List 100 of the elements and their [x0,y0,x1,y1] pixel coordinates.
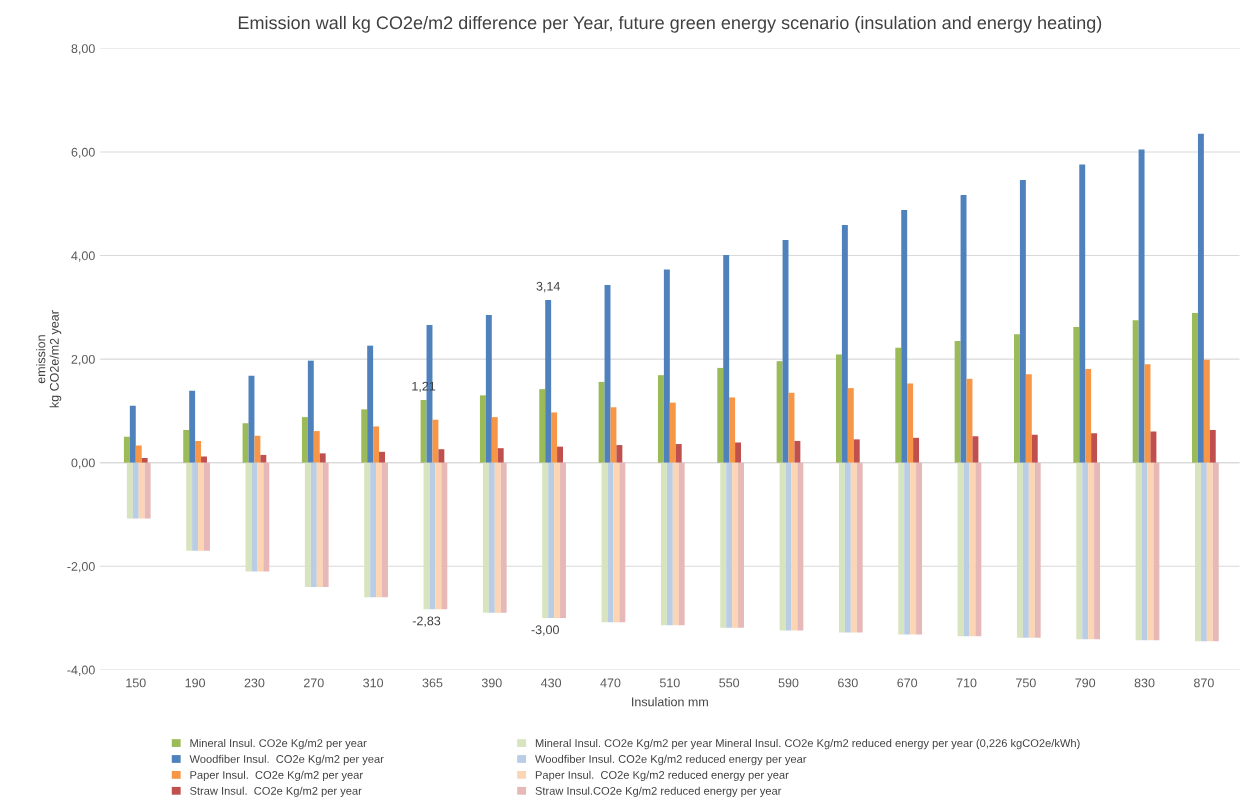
bar [141,458,148,463]
bar [613,462,620,623]
x-tick-label: 830 [1134,678,1155,688]
bar [1132,320,1139,463]
bar [195,440,202,463]
bar [1088,462,1095,640]
bar [491,417,498,463]
bar [907,383,914,463]
legend-label: Woodfiber Insul. CO2e Kg/m2 reduced energy per year [535,754,807,766]
bar [797,462,804,631]
data-label: -3,00 [531,625,559,636]
y-tick-label: -4,00 [67,665,95,676]
bar [560,462,566,619]
bar [242,423,249,463]
x-tick-label: 310 [363,678,384,688]
bar [1028,462,1035,638]
chart-title: Emission wall kg CO2e/m2 difference per Year, future green energy scenario (insulation and energy heating) [238,15,1102,33]
bar [126,462,133,519]
bar [310,462,317,587]
x-tick-label: 550 [719,678,740,688]
bar [666,462,673,626]
bar [1013,334,1020,463]
bar [554,462,561,619]
bar [616,445,623,463]
bar [494,462,501,613]
bar [794,440,801,463]
bar [732,462,739,628]
bar [910,462,917,635]
bar [482,462,489,613]
bar [895,347,902,463]
bar [856,462,863,633]
bar [844,462,851,633]
bar [364,462,371,598]
bar [313,431,320,463]
legend-label: Woodfiber Insul. CO2e Kg/m2 per year [189,754,384,766]
y-tick-label: 0,00 [71,458,95,469]
bar [729,397,736,463]
bar [916,462,923,635]
bar [1073,327,1080,463]
x-tick-label: 190 [185,678,206,688]
bar [1034,462,1041,638]
bar [370,462,377,598]
bar [257,462,264,572]
bar [260,454,267,463]
bar [619,462,626,623]
bar [610,407,617,463]
bar [1153,462,1160,641]
bar [301,417,308,463]
x-tick-label: 430 [541,678,562,688]
bar [479,395,486,463]
x-tick-label: 750 [1016,678,1036,688]
bar [975,462,982,637]
bar [1091,433,1098,463]
bar [376,462,383,598]
bar [1203,359,1210,463]
bar [367,345,374,463]
bar [545,300,552,463]
bar [441,462,448,610]
bar [663,269,670,463]
bar [898,462,905,635]
x-tick-label: 270 [303,678,324,688]
bar [1031,434,1038,463]
bar [539,389,546,463]
bar [675,444,682,463]
bar [1138,149,1145,463]
x-tick-label: 390 [481,678,502,688]
legend-label: Paper Insul. CO2e Kg/m2 per year [190,770,363,782]
bar [1141,462,1148,641]
bar [601,462,608,623]
bar [1022,462,1029,638]
bar [1135,462,1142,641]
bar [850,462,857,633]
x-tick-label: 630 [838,678,858,688]
y-tick-label: 8,00 [71,44,95,55]
bar [723,255,730,463]
bar [1197,133,1204,463]
bar [138,462,145,519]
bar [1076,462,1083,640]
bar [847,388,854,463]
bar [841,225,848,463]
bar [1019,179,1026,463]
bar [316,462,323,587]
bar [254,435,261,463]
bar [373,426,380,463]
bar [1085,368,1092,463]
x-tick-label: 470 [600,678,621,688]
bar [201,456,207,463]
bar [500,462,507,613]
x-tick-label: 670 [897,678,918,688]
bar [382,462,388,598]
bar [322,462,329,587]
bar [738,462,744,628]
legend-label: Mineral Insul. CO2e Kg/m2 per year [190,738,367,750]
bar [957,462,964,637]
bar [779,462,786,631]
y-tick-label: 2,00 [71,354,95,366]
bar [144,462,151,519]
bar [735,442,742,463]
bar [913,437,920,463]
bar [776,361,783,463]
